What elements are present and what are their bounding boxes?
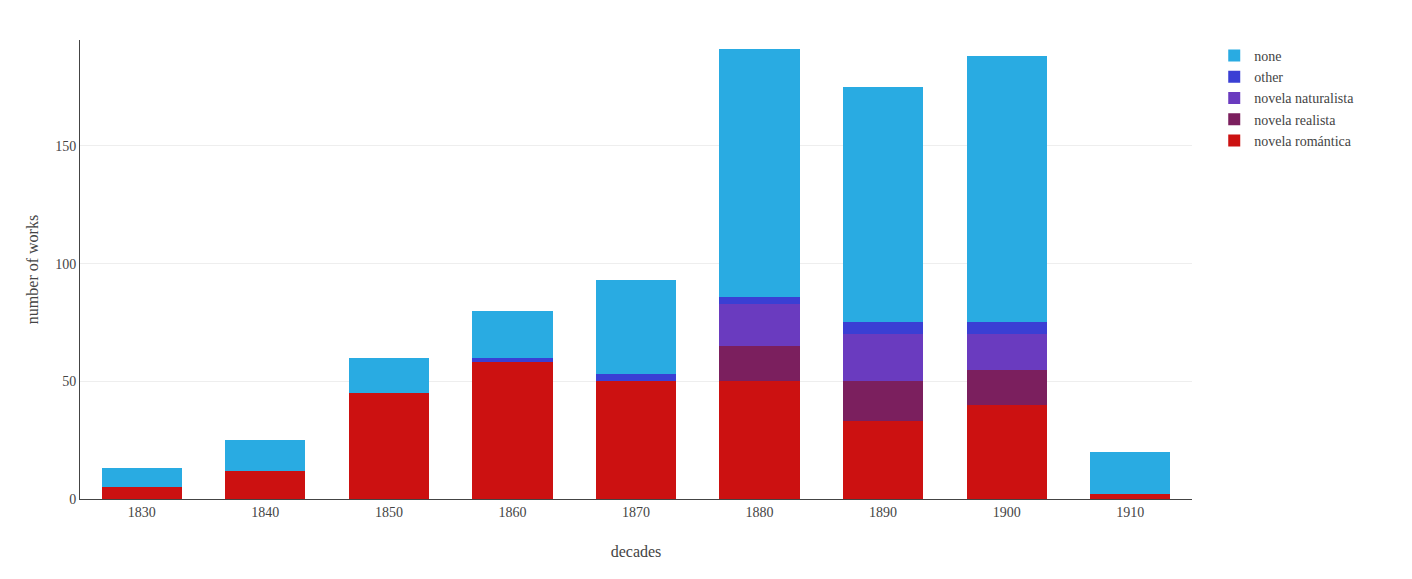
svg-text:other: other [1254, 70, 1283, 85]
svg-text:1840: 1840 [251, 505, 279, 520]
svg-text:1870: 1870 [622, 505, 650, 520]
svg-text:1830: 1830 [128, 505, 156, 520]
svg-text:1850: 1850 [375, 505, 403, 520]
svg-text:1910: 1910 [1116, 505, 1144, 520]
svg-text:1880: 1880 [746, 505, 774, 520]
svg-text:1900: 1900 [993, 505, 1021, 520]
svg-text:0: 0 [69, 492, 76, 507]
svg-text:1890: 1890 [869, 505, 897, 520]
svg-text:50: 50 [62, 374, 76, 389]
svg-text:150: 150 [55, 139, 76, 154]
svg-text:none: none [1254, 49, 1281, 64]
svg-text:number of works: number of works [24, 215, 41, 324]
svg-text:novela naturalista: novela naturalista [1254, 91, 1354, 106]
svg-text:novela realista: novela realista [1254, 113, 1336, 128]
svg-text:1860: 1860 [498, 505, 526, 520]
svg-text:decades: decades [611, 543, 662, 560]
svg-text:100: 100 [55, 257, 76, 272]
svg-text:novela romántica: novela romántica [1254, 134, 1352, 149]
